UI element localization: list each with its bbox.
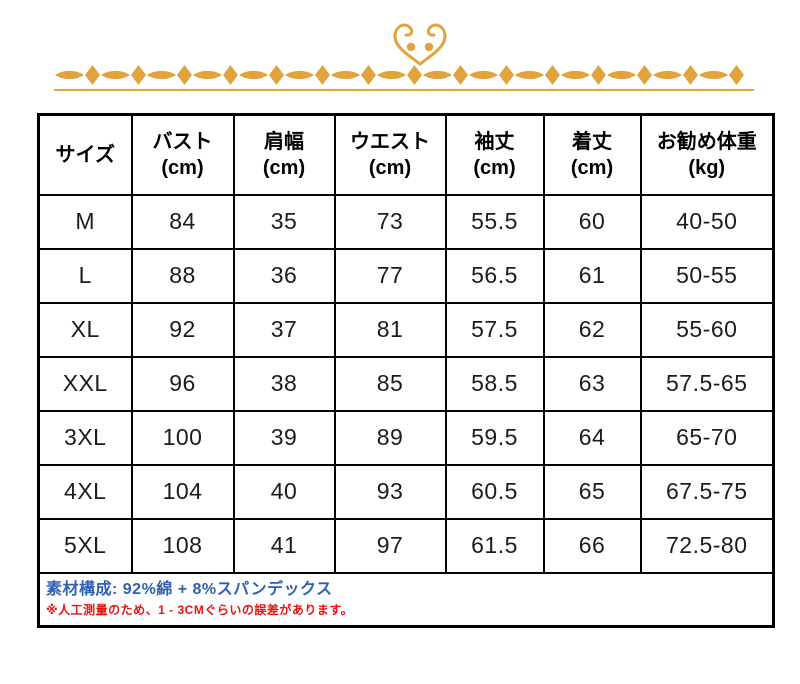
table-row: XL 92 37 81 57.5 62 55-60 (37, 301, 775, 358)
table-body: M 84 35 73 55.5 60 40-50 L 88 36 77 56.5 61 50-55 XL 92… (37, 193, 775, 574)
size-cell: XL (37, 301, 133, 358)
value-cell: 39 (232, 409, 336, 466)
value-cell: 56.5 (444, 247, 545, 304)
value-cell: 60.5 (444, 463, 545, 520)
value-cell: 72.5-80 (639, 517, 775, 574)
value-cell: 57.5 (444, 301, 545, 358)
material-note: 素材構成: 92%綿 + 8%スパンデックス (46, 581, 333, 599)
value-cell: 57.5-65 (639, 355, 775, 412)
value-cell: 36 (232, 247, 336, 304)
table-row: 5XL 108 41 97 61.5 66 72.5-80 (37, 517, 775, 574)
value-cell: 50-55 (639, 247, 775, 304)
size-chart-table: サイズ バスト (cm) 肩幅 (cm) ウエスト (cm) 袖丈 (cm) 着丈 (cm) お勧め体… (37, 113, 775, 628)
value-cell: 64 (542, 409, 642, 466)
column-header: 袖丈 (cm) (444, 113, 545, 196)
size-cell: 5XL (37, 517, 133, 574)
gold-underline (54, 89, 754, 91)
value-cell: 92 (130, 301, 235, 358)
diamond-oval-band-icon (55, 63, 745, 87)
value-cell: 59.5 (444, 409, 545, 466)
column-header: お勧め体重 (kg) (639, 113, 775, 196)
value-cell: 108 (130, 517, 235, 574)
size-cell: 4XL (37, 463, 133, 520)
value-cell: 63 (542, 355, 642, 412)
disclaimer-note: ※人工測量のため、1 - 3CMぐらいの誤差があります。 (46, 603, 354, 618)
value-cell: 65-70 (639, 409, 775, 466)
table-row: 3XL 100 39 89 59.5 64 65-70 (37, 409, 775, 466)
value-cell: 37 (232, 301, 336, 358)
value-cell: 55.5 (444, 193, 545, 250)
value-cell: 58.5 (444, 355, 545, 412)
size-cell: L (37, 247, 133, 304)
value-cell: 41 (232, 517, 336, 574)
table-row: 4XL 104 40 93 60.5 65 67.5-75 (37, 463, 775, 520)
value-cell: 88 (130, 247, 235, 304)
header-row: サイズ バスト (cm) 肩幅 (cm) ウエスト (cm) 袖丈 (cm) 着丈 (cm) お勧め体… (37, 113, 775, 196)
value-cell: 84 (130, 193, 235, 250)
value-cell: 104 (130, 463, 235, 520)
heart-curl-icon (393, 23, 447, 66)
value-cell: 81 (333, 301, 447, 358)
value-cell: 67.5-75 (639, 463, 775, 520)
value-cell: 40 (232, 463, 336, 520)
notes-cell: 素材構成: 92%綿 + 8%スパンデックス ※人工測量のため、1 - 3CMぐ… (37, 571, 775, 628)
value-cell: 35 (232, 193, 336, 250)
column-header: 肩幅 (cm) (232, 113, 336, 196)
value-cell: 97 (333, 517, 447, 574)
table-row: M 84 35 73 55.5 60 40-50 (37, 193, 775, 250)
size-cell: 3XL (37, 409, 133, 466)
table-row: XXL 96 38 85 58.5 63 57.5-65 (37, 355, 775, 412)
value-cell: 65 (542, 463, 642, 520)
value-cell: 96 (130, 355, 235, 412)
column-header: サイズ (37, 113, 133, 196)
value-cell: 77 (333, 247, 447, 304)
value-cell: 89 (333, 409, 447, 466)
value-cell: 61.5 (444, 517, 545, 574)
value-cell: 62 (542, 301, 642, 358)
notes-row: 素材構成: 92%綿 + 8%スパンデックス ※人工測量のため、1 - 3CMぐ… (37, 571, 775, 628)
size-cell: M (37, 193, 133, 250)
value-cell: 55-60 (639, 301, 775, 358)
value-cell: 66 (542, 517, 642, 574)
size-cell: XXL (37, 355, 133, 412)
column-header: ウエスト (cm) (333, 113, 447, 196)
value-cell: 73 (333, 193, 447, 250)
column-header: 着丈 (cm) (542, 113, 642, 196)
value-cell: 38 (232, 355, 336, 412)
value-cell: 100 (130, 409, 235, 466)
table-row: L 88 36 77 56.5 61 50-55 (37, 247, 775, 304)
value-cell: 60 (542, 193, 642, 250)
column-header: バスト (cm) (130, 113, 235, 196)
value-cell: 93 (333, 463, 447, 520)
value-cell: 40-50 (639, 193, 775, 250)
value-cell: 61 (542, 247, 642, 304)
header-ornament (0, 0, 800, 113)
value-cell: 85 (333, 355, 447, 412)
